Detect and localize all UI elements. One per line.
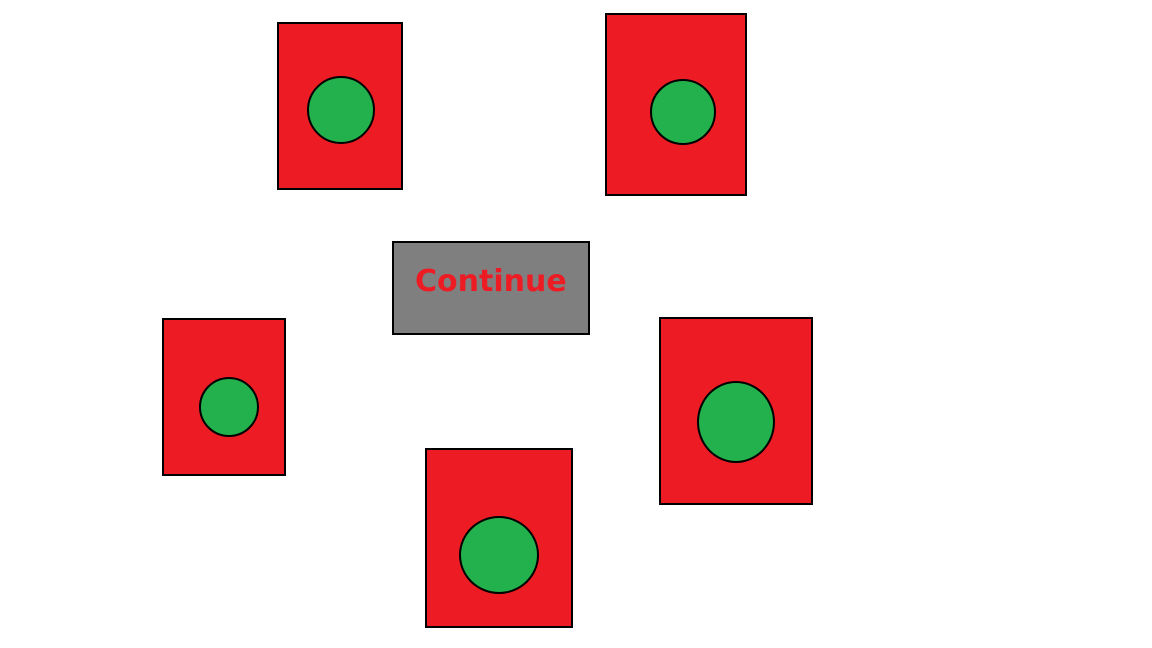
continue-button-label: Continue — [415, 264, 567, 299]
green-circle-icon — [697, 381, 775, 463]
continue-button[interactable]: Continue — [392, 241, 590, 335]
green-circle-icon — [199, 377, 259, 437]
red-card-2[interactable] — [605, 13, 747, 196]
green-circle-icon — [307, 76, 375, 144]
red-card-5[interactable] — [659, 317, 813, 505]
green-circle-icon — [459, 516, 539, 594]
red-card-4[interactable] — [425, 448, 573, 628]
green-circle-icon — [650, 79, 716, 145]
red-card-1[interactable] — [277, 22, 403, 190]
red-card-3[interactable] — [162, 318, 286, 476]
